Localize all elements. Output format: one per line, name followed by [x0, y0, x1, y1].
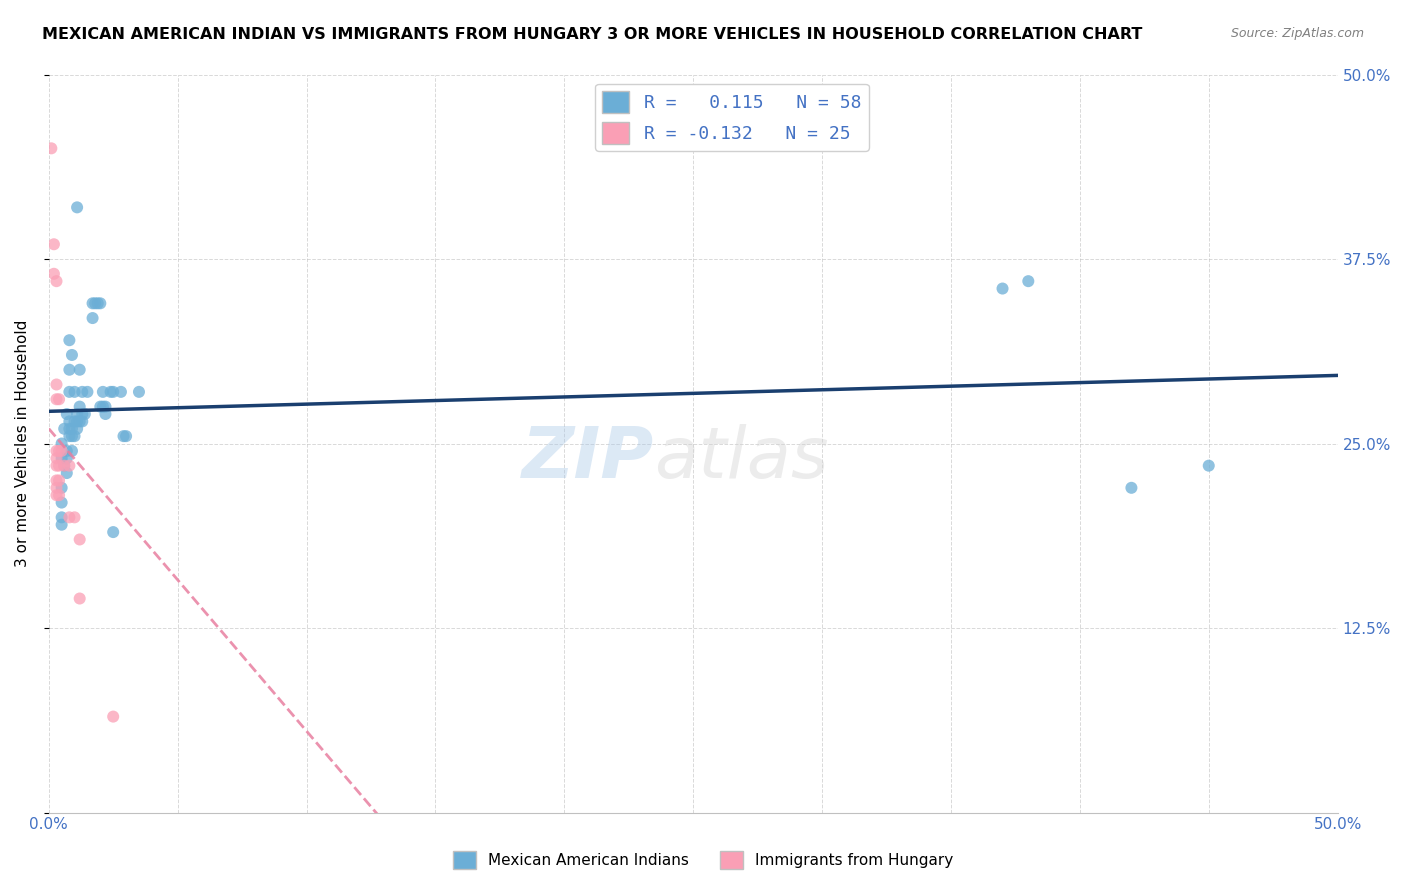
- Point: [63, 414, 86, 428]
- Point: [45, 488, 67, 502]
- Point: [56, 451, 79, 466]
- Point: [45, 392, 67, 407]
- Point: [41, 141, 63, 155]
- Point: [69, 362, 91, 376]
- Point: [51, 517, 73, 532]
- Point: [69, 591, 91, 606]
- Point: [103, 384, 125, 399]
- Point: [45, 481, 67, 495]
- Point: [48, 392, 70, 407]
- Point: [51, 481, 73, 495]
- Text: ZIP: ZIP: [522, 424, 655, 492]
- Point: [100, 384, 122, 399]
- Point: [48, 458, 70, 473]
- Point: [53, 458, 76, 473]
- Point: [69, 533, 91, 547]
- Point: [53, 422, 76, 436]
- Point: [91, 384, 114, 399]
- Point: [66, 422, 89, 436]
- Point: [89, 296, 111, 310]
- Point: [82, 296, 104, 310]
- Point: [60, 444, 83, 458]
- Point: [103, 709, 125, 723]
- Point: [48, 444, 70, 458]
- Point: [45, 474, 67, 488]
- Point: [69, 414, 91, 428]
- Point: [63, 510, 86, 524]
- Point: [66, 407, 89, 421]
- Point: [58, 422, 80, 436]
- Point: [58, 384, 80, 399]
- Point: [45, 458, 67, 473]
- Point: [48, 488, 70, 502]
- Point: [58, 429, 80, 443]
- Point: [45, 377, 67, 392]
- Point: [63, 384, 86, 399]
- Point: [84, 296, 107, 310]
- Text: Source: ZipAtlas.com: Source: ZipAtlas.com: [1230, 27, 1364, 40]
- Legend: Mexican American Indians, Immigrants from Hungary: Mexican American Indians, Immigrants fro…: [447, 845, 959, 875]
- Point: [58, 333, 80, 347]
- Point: [58, 362, 80, 376]
- Text: atlas: atlas: [655, 424, 830, 492]
- Point: [91, 400, 114, 414]
- Point: [103, 525, 125, 540]
- Y-axis label: 3 or more Vehicles in Household: 3 or more Vehicles in Household: [15, 320, 30, 567]
- Point: [48, 474, 70, 488]
- Point: [89, 400, 111, 414]
- Point: [72, 414, 94, 428]
- Point: [51, 444, 73, 458]
- Point: [60, 348, 83, 362]
- Point: [72, 384, 94, 399]
- Point: [58, 510, 80, 524]
- Point: [45, 444, 67, 458]
- Point: [42, 267, 65, 281]
- Point: [69, 400, 91, 414]
- Point: [87, 296, 110, 310]
- Point: [42, 237, 65, 252]
- Point: [56, 407, 79, 421]
- Point: [45, 274, 67, 288]
- Point: [76, 384, 98, 399]
- Point: [63, 429, 86, 443]
- Legend: R =   0.115   N = 58, R = -0.132   N = 25: R = 0.115 N = 58, R = -0.132 N = 25: [595, 84, 869, 151]
- Point: [51, 510, 73, 524]
- Point: [1017, 274, 1039, 288]
- Point: [56, 466, 79, 480]
- Point: [56, 444, 79, 458]
- Point: [58, 458, 80, 473]
- Point: [58, 414, 80, 428]
- Point: [60, 422, 83, 436]
- Point: [51, 451, 73, 466]
- Point: [1198, 458, 1220, 473]
- Point: [72, 407, 94, 421]
- Point: [128, 384, 150, 399]
- Point: [51, 495, 73, 509]
- Point: [66, 200, 89, 214]
- Point: [45, 451, 67, 466]
- Point: [94, 407, 117, 421]
- Point: [73, 407, 96, 421]
- Point: [53, 458, 76, 473]
- Point: [115, 429, 138, 443]
- Point: [66, 414, 89, 428]
- Point: [991, 281, 1014, 295]
- Point: [94, 400, 117, 414]
- Point: [51, 436, 73, 450]
- Point: [82, 311, 104, 326]
- Text: MEXICAN AMERICAN INDIAN VS IMMIGRANTS FROM HUNGARY 3 OR MORE VEHICLES IN HOUSEHO: MEXICAN AMERICAN INDIAN VS IMMIGRANTS FR…: [42, 27, 1143, 42]
- Point: [110, 384, 132, 399]
- Point: [60, 429, 83, 443]
- Point: [112, 429, 135, 443]
- Point: [1121, 481, 1143, 495]
